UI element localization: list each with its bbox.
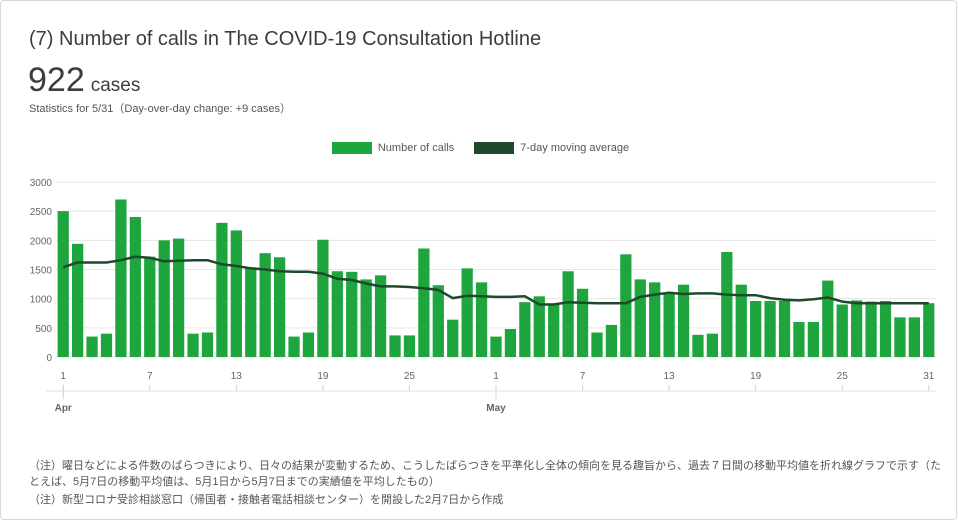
bar [389, 335, 401, 357]
month-label: Apr [55, 403, 72, 414]
y-tick-label: 2000 [30, 236, 53, 247]
bar [879, 301, 892, 357]
x-tick-label: 7 [147, 371, 153, 382]
bar [331, 271, 343, 357]
y-tick-label: 1500 [30, 266, 53, 277]
month-label: May [486, 403, 506, 414]
bar [533, 296, 545, 357]
bar [346, 271, 358, 357]
total-count: 922 cases [28, 61, 140, 100]
bar [461, 268, 473, 357]
card-title: (7) Number of calls in The COVID-19 Cons… [29, 28, 542, 50]
bar [706, 333, 719, 357]
bar [750, 301, 762, 357]
stat-caption: Statistics for 5/31（Day-over-day change:… [29, 103, 291, 115]
bar [302, 332, 315, 357]
bar [504, 329, 517, 357]
x-tick-label: 7 [580, 371, 586, 382]
x-tick-label: 13 [664, 371, 676, 382]
bar [605, 324, 618, 357]
bar [158, 240, 170, 357]
bar [201, 332, 214, 357]
bar [807, 322, 820, 357]
bar [57, 211, 69, 357]
x-tick-label: 25 [837, 371, 849, 382]
bar [100, 333, 113, 357]
bar [519, 302, 531, 357]
total-unit: cases [90, 75, 141, 96]
x-tick-label: 19 [317, 371, 329, 382]
bar [172, 238, 185, 357]
bar [447, 319, 459, 357]
bar [894, 317, 906, 357]
moving-average-line [62, 255, 929, 306]
bar [836, 304, 848, 357]
bar [317, 239, 329, 357]
bar [548, 303, 560, 357]
calls-chart: 0 500 1000 1500 2000 2500 3000 1 7 13 19 25 1 7 13 19 25… [30, 178, 936, 414]
bar [634, 279, 646, 357]
note-start-date: （注）新型コロナ受診相談窓口（帰国者・接触者電話相談センター）を開設した2月7日… [29, 494, 504, 506]
bar [663, 292, 675, 357]
bar [822, 280, 834, 357]
legend-item-average[interactable]: 7-day moving average [474, 142, 629, 154]
total-value: 922 [28, 61, 85, 99]
bar [778, 301, 791, 357]
bar [591, 332, 603, 357]
bar [187, 333, 199, 357]
bar [432, 285, 444, 357]
bar [576, 288, 589, 357]
y-tick-label: 3000 [30, 178, 53, 189]
bar [216, 222, 228, 357]
x-tick-label: 1 [493, 371, 499, 382]
bar [72, 243, 84, 357]
bar [490, 336, 502, 357]
y-tick-label: 0 [46, 353, 52, 364]
bar [735, 284, 747, 357]
legend-label-average: 7-day moving average [520, 142, 630, 154]
y-tick-label: 1000 [30, 295, 53, 306]
note-moving-average: （注）曜日などによる件数のばらつきにより、日々の結果が変動するため、こうしたばら… [29, 460, 942, 488]
bar [259, 253, 271, 357]
bar [923, 303, 935, 357]
bar [288, 336, 300, 357]
bar [129, 217, 141, 357]
x-tick-label: 19 [750, 371, 762, 382]
bar [475, 282, 488, 357]
y-tick-label: 2500 [30, 207, 53, 218]
x-tick-label: 13 [231, 371, 243, 382]
bar [86, 336, 98, 357]
legend-swatch-average [474, 142, 515, 154]
x-tick-label: 1 [60, 371, 66, 382]
bar [721, 252, 733, 357]
bar [620, 254, 632, 357]
bar [418, 248, 430, 357]
bar [144, 256, 156, 357]
bar [230, 230, 242, 357]
legend-swatch-calls [331, 142, 372, 154]
bar [115, 199, 127, 357]
bar [273, 257, 286, 357]
bar [851, 300, 863, 357]
bar [649, 282, 661, 357]
bar [764, 301, 776, 357]
bar [865, 301, 877, 357]
y-tick-label: 500 [35, 324, 52, 335]
bar [908, 317, 920, 357]
bar [374, 275, 387, 357]
bar [692, 334, 704, 357]
bar [360, 279, 372, 357]
bar [403, 335, 416, 357]
bar [562, 271, 574, 357]
x-tick-label: 25 [404, 371, 416, 382]
x-tick-label: 31 [923, 371, 935, 382]
legend-label-calls: Number of calls [377, 142, 455, 154]
legend-item-calls[interactable]: Number of calls [331, 142, 455, 154]
bar [793, 322, 805, 357]
bar [245, 267, 257, 357]
bar [677, 284, 690, 357]
chart-legend: Number of calls 7-day moving average [1, 142, 959, 154]
